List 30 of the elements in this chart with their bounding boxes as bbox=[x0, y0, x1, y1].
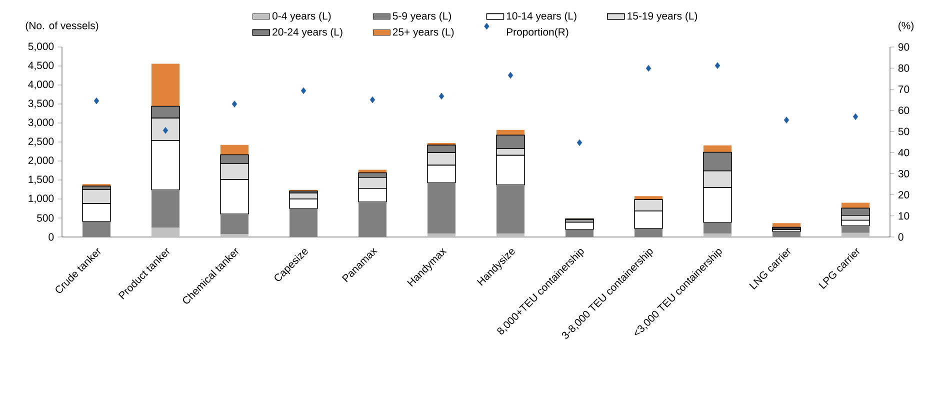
legend-label: 0-4 years (L) bbox=[272, 12, 331, 22]
legend-label: 15-19 years (L) bbox=[628, 12, 698, 22]
y-tick-label: 3,500 bbox=[28, 100, 54, 108]
y2-tick-label: 10 bbox=[898, 212, 910, 220]
legend-label: 25+ years (L) bbox=[392, 28, 454, 38]
y-tick-label: 5,000 bbox=[28, 42, 54, 52]
legend-label: 10-14 years (L) bbox=[506, 12, 576, 22]
y-tick-label: 2,000 bbox=[28, 156, 54, 166]
y2-tick-label: 0 bbox=[898, 233, 904, 241]
y-tick-label: 3,000 bbox=[28, 118, 54, 128]
y2-tick-label: 30 bbox=[898, 170, 910, 178]
y-tick-label: 500 bbox=[37, 214, 54, 222]
y-tick-label: 4,500 bbox=[28, 62, 54, 70]
y2-tick-label: 80 bbox=[898, 64, 910, 72]
y-tick-label: 2,500 bbox=[28, 138, 54, 146]
y2-tick-label: 40 bbox=[898, 148, 910, 156]
legend-label: 5-9 years (L) bbox=[392, 12, 452, 22]
y-tick-label: 1,500 bbox=[28, 176, 54, 184]
y2-tick-label: 20 bbox=[898, 191, 910, 198]
y-tick-label: 0 bbox=[48, 233, 54, 241]
y-axis-title: (No. of vessels) bbox=[26, 22, 98, 32]
y2-axis-title: (%) bbox=[898, 22, 914, 32]
y2-tick-label: 50 bbox=[898, 128, 910, 136]
legend-label: Proportion(R) bbox=[506, 28, 568, 38]
y-tick-label: 4,000 bbox=[28, 80, 54, 90]
y2-tick-label: 90 bbox=[898, 43, 910, 51]
legend-label: 20-24 years (L) bbox=[272, 28, 342, 38]
y-tick-label: 1,000 bbox=[28, 194, 54, 204]
y2-tick-label: 60 bbox=[898, 106, 910, 114]
y2-tick-label: 70 bbox=[898, 86, 910, 93]
